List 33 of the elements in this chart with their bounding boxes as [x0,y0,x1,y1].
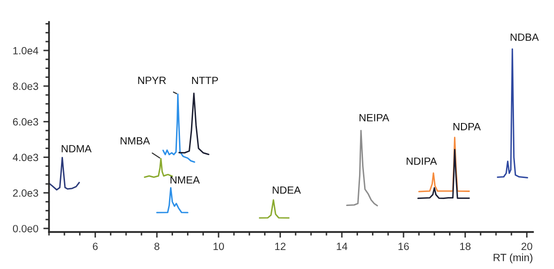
line-series [49,156,80,191]
annotation: NDBA [510,34,539,41]
x-tick-label: 8 [154,242,160,250]
annotation: NMEA [170,176,200,184]
annotation: NDEA [272,186,301,194]
line-series [178,92,210,156]
x-tick-label: 6 [92,242,98,250]
x-axis-title: RT (min) [494,254,532,264]
annotation: NPYR [138,76,166,84]
y-tick-label: 8.0e3 [12,82,38,90]
line-series [496,48,528,178]
x-tick-label: 16 [398,242,409,250]
annotation: NEIPA [360,114,390,122]
line-series [144,158,174,178]
line-series [156,187,188,214]
x-tick-label: 12 [275,242,286,250]
annotation: NDPA [453,123,481,130]
annotation: NDMA [62,145,92,152]
annotation: NDIPA [406,158,437,165]
y-tick-label: 2.0e3 [13,189,38,197]
y-tick-label: 4.0e3 [12,154,38,162]
line-series [162,94,196,163]
x-tick-label: 20 [522,242,532,250]
x-tick-label: 14 [336,242,348,250]
annotation: NMBA [120,137,150,144]
annotation: NTTP [192,76,218,84]
y-tick-label: 1.0e4 [13,46,38,54]
line-series [258,199,290,219]
x-tick-label: 10 [214,242,224,250]
x-tick-label: 18 [460,242,471,250]
y-tick-label: 6.0e3 [13,118,38,126]
line-series [346,130,378,206]
y-tick-label: 0.0e0 [12,224,38,232]
